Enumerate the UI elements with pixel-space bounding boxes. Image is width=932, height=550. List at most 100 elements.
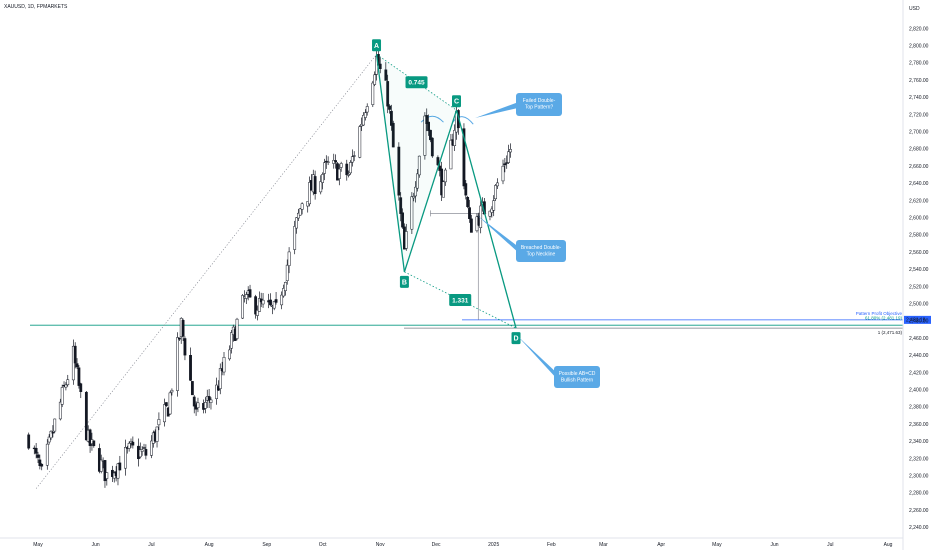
point-badge-b[interactable] — [399, 275, 409, 288]
candle-up — [479, 205, 483, 228]
abcd-pattern[interactable]: 0.745 1.331 A B C D — [372, 39, 521, 345]
price-tick-label: 2,520.00 — [909, 284, 929, 290]
price-tick-label: 2,400.00 — [909, 388, 929, 394]
time-tick-label: Aug — [884, 542, 893, 548]
candle-down — [40, 463, 44, 467]
callout-failed-double-top — [516, 93, 562, 116]
fib-lines — [35, 54, 487, 489]
candle-down — [464, 183, 468, 196]
callout-breached-neckline-text: Top Neckline — [527, 252, 556, 258]
candle-down — [164, 402, 168, 407]
candle-up — [308, 182, 311, 205]
callout-abcd-bullish-text: Possible AB=CD — [559, 371, 596, 377]
candle-down — [269, 299, 272, 306]
currency-label[interactable]: USD — [909, 6, 920, 12]
candle-up — [163, 404, 166, 423]
candle-up — [358, 126, 362, 158]
fib-1-label: 1 (2,471.63) — [878, 330, 903, 335]
candle-up — [168, 392, 172, 415]
candle-down — [88, 429, 92, 446]
candle-down — [189, 354, 192, 381]
candle-up — [170, 389, 174, 393]
candle-down — [248, 289, 252, 298]
candle-down — [436, 157, 440, 166]
candlestick-series — [27, 49, 512, 488]
candle-up — [373, 74, 377, 85]
candle-up — [209, 399, 213, 403]
candle-up — [507, 151, 510, 163]
candle-down — [503, 163, 507, 166]
ratio-label: 1.331 — [452, 297, 469, 304]
symbol-label[interactable]: XAUUSD, 1D, FPMARKETS — [4, 4, 68, 10]
candle-up — [298, 208, 302, 216]
candle-up — [64, 384, 68, 388]
price-axis[interactable]: 2,820.00 2,800.00 2,780.00 2,760.00 2,740.00… — [909, 26, 929, 531]
candle-up — [300, 203, 304, 210]
candle-down — [103, 460, 107, 482]
point-label-c: C — [454, 99, 459, 106]
time-tick-label: Oct — [319, 542, 327, 548]
candle-down — [391, 122, 395, 148]
candle-down — [345, 163, 349, 176]
candle-up — [230, 332, 233, 349]
price-tick-label: 2,540.00 — [909, 267, 929, 273]
price-tick-label: 2,560.00 — [909, 250, 929, 256]
candle-up — [105, 472, 109, 479]
candle-up — [496, 182, 499, 187]
candle-down — [144, 449, 148, 456]
candle-down — [388, 105, 391, 110]
time-tick-label: Feb — [547, 542, 556, 548]
profit-objective-axis-tag — [904, 315, 931, 324]
candle-up — [282, 288, 285, 297]
candle-up — [60, 387, 64, 405]
candle-up — [244, 294, 248, 299]
ratio-badge — [449, 293, 472, 306]
time-tick-label: 2025 — [488, 542, 499, 548]
candle-down — [34, 447, 38, 454]
candle-up — [423, 115, 427, 156]
candle-up — [127, 443, 131, 449]
point-badge-a[interactable] — [372, 39, 382, 52]
candle-up — [350, 156, 354, 163]
time-tick-label: May — [33, 542, 43, 548]
candle-up — [116, 463, 120, 479]
profit-objective-label: Pattern Profit Objective — [856, 311, 903, 316]
time-tick-label: Mar — [599, 542, 608, 548]
point-badge-d[interactable] — [511, 332, 521, 345]
candle-up — [283, 282, 287, 291]
price-tick-label: 2,720.00 — [909, 112, 929, 118]
time-tick-label: Jul — [827, 542, 833, 548]
candle-down — [425, 115, 429, 125]
ratio-badge — [405, 76, 428, 89]
candle-up — [287, 251, 291, 266]
candle-up — [490, 208, 494, 213]
price-tick-label: 2,780.00 — [909, 61, 929, 67]
candle-up — [347, 174, 351, 176]
candle-up — [412, 196, 416, 199]
candle-down — [131, 441, 135, 446]
price-tick-label: 2,420.00 — [909, 370, 929, 376]
point-badge-c[interactable] — [452, 95, 461, 108]
candle-up — [272, 301, 276, 309]
candle-down — [118, 462, 122, 471]
callout-abcd-bullish-pointer — [517, 336, 558, 380]
time-tick-label: Jul — [148, 542, 154, 548]
candle-down — [27, 434, 31, 449]
candle-down — [38, 459, 42, 466]
candle-up — [99, 459, 103, 472]
callout-breached-neckline — [516, 240, 566, 262]
time-axis[interactable]: May Jun Jul Aug Sep Oct Nov Dec 2025 Feb Mar Apr May… — [33, 542, 892, 548]
trend-dotted-line — [35, 54, 377, 489]
pattern-leg — [455, 110, 517, 329]
time-tick-label: Sep — [262, 542, 271, 548]
candle-down — [505, 162, 509, 164]
candle-up — [261, 299, 265, 305]
candle-down — [84, 391, 88, 441]
candle-down — [390, 110, 393, 126]
candle-up — [204, 402, 207, 409]
price-tick-label: 2,700.00 — [909, 130, 929, 136]
ratio-label: 0.745 — [408, 80, 425, 87]
